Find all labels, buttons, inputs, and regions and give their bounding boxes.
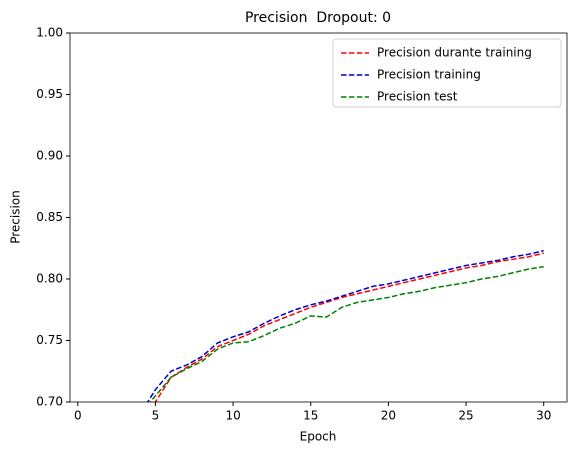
y-axis-label: Precision	[9, 190, 23, 244]
x-axis-label: Epoch	[300, 430, 337, 444]
axes-frame	[69, 32, 568, 403]
data-line	[146, 249, 544, 402]
y-tick-label: 0.80	[36, 272, 63, 286]
x-tick-label: 10	[225, 409, 240, 423]
plot-area	[146, 249, 544, 402]
y-tick-label: 0.85	[36, 210, 63, 224]
y-tick-label: 0.75	[36, 333, 63, 347]
y-tick-label: 0.95	[36, 87, 63, 101]
x-tick-label: 20	[381, 409, 396, 423]
legend-label: Precision durante training	[377, 46, 532, 60]
x-tick-label: 15	[303, 409, 318, 423]
y-tick-label: 0.90	[36, 149, 63, 163]
data-line	[149, 265, 544, 402]
chart-title: Precision Dropout: 0	[245, 10, 391, 26]
y-tick-label: 1.00	[36, 26, 63, 40]
x-tick-label: 30	[536, 409, 551, 423]
x-tick-label: 25	[458, 409, 473, 423]
x-tick-label: 5	[152, 409, 160, 423]
y-tick-label: 0.70	[36, 395, 63, 409]
legend-label: Precision test	[377, 90, 458, 104]
legend-box	[332, 38, 562, 108]
legend-label: Precision training	[377, 68, 481, 82]
x-tick-label: 0	[74, 409, 82, 423]
